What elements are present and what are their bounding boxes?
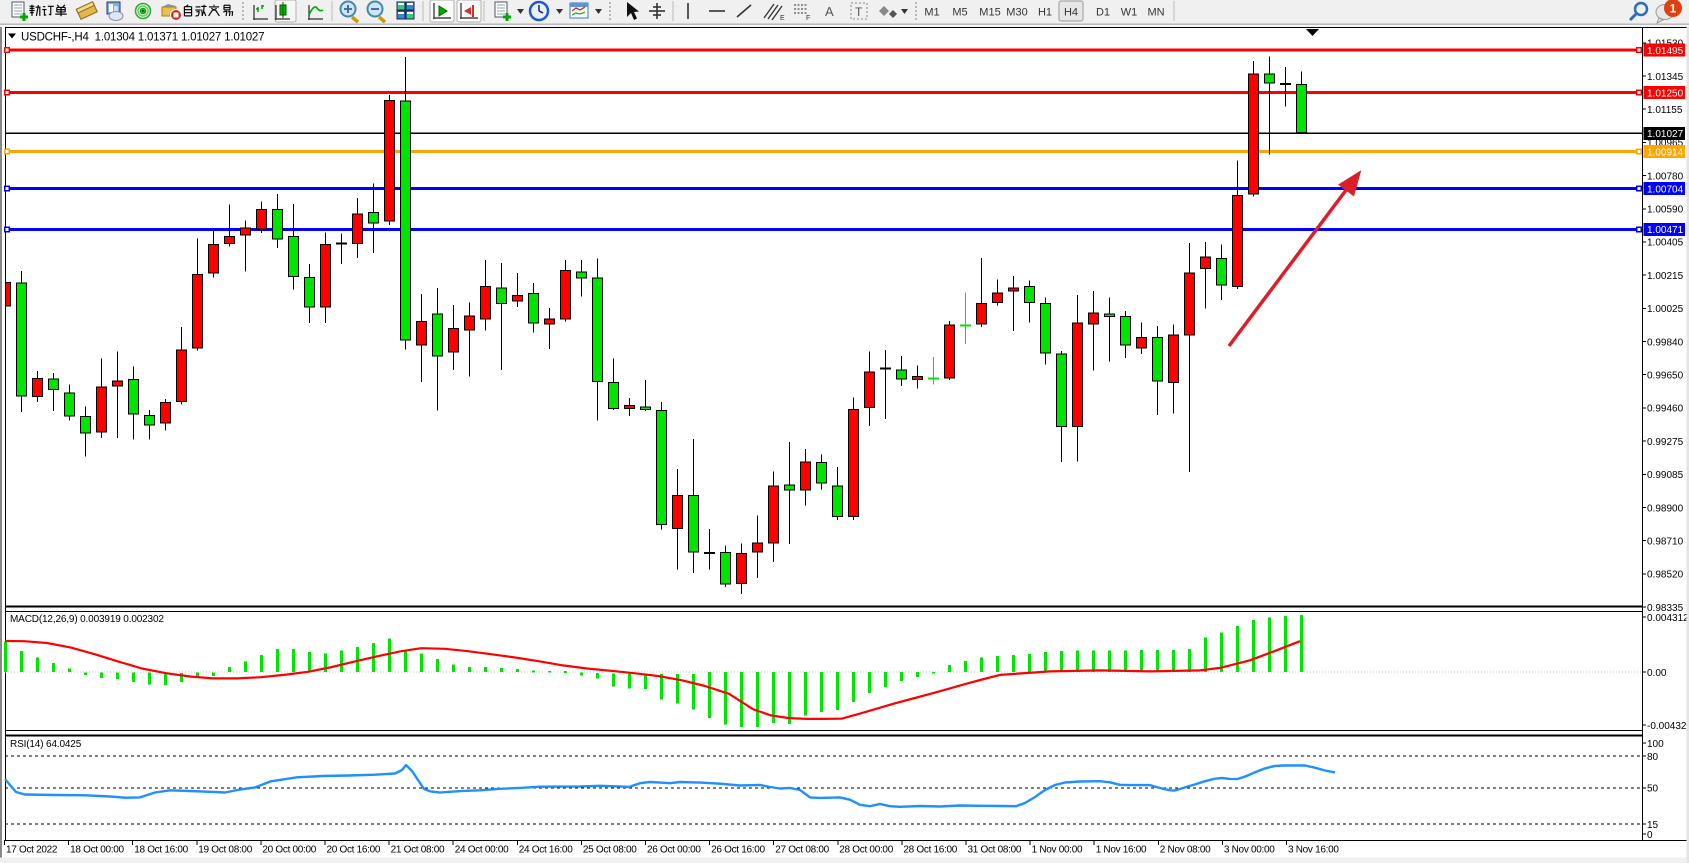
svg-text:80: 80 bbox=[1647, 752, 1659, 763]
svg-text:1.00590: 1.00590 bbox=[1647, 205, 1684, 216]
svg-text:MN: MN bbox=[1147, 7, 1164, 19]
svg-text:H1: H1 bbox=[1038, 7, 1052, 19]
svg-text:3 Nov 16:00: 3 Nov 16:00 bbox=[1288, 845, 1339, 856]
svg-text:100: 100 bbox=[1647, 739, 1664, 750]
svg-text:1.01495: 1.01495 bbox=[1647, 46, 1684, 57]
svg-text:0.98710: 0.98710 bbox=[1647, 536, 1684, 547]
svg-text:28 Oct 00:00: 28 Oct 00:00 bbox=[839, 845, 893, 856]
svg-text:27 Oct 08:00: 27 Oct 08:00 bbox=[775, 845, 829, 856]
svg-text:1.00780: 1.00780 bbox=[1647, 171, 1684, 182]
svg-text:31 Oct 08:00: 31 Oct 08:00 bbox=[968, 845, 1022, 856]
svg-text:17 Oct 2022: 17 Oct 2022 bbox=[6, 845, 58, 856]
svg-text:24 Oct 00:00: 24 Oct 00:00 bbox=[455, 845, 509, 856]
svg-text:1.01027: 1.01027 bbox=[1647, 129, 1684, 140]
svg-text:1 Nov 16:00: 1 Nov 16:00 bbox=[1096, 845, 1147, 856]
svg-text:T: T bbox=[855, 5, 863, 19]
svg-text:1.00215: 1.00215 bbox=[1647, 271, 1684, 282]
svg-text:RSI(14) 64.0425: RSI(14) 64.0425 bbox=[10, 739, 82, 750]
svg-text:1.01345: 1.01345 bbox=[1647, 72, 1684, 83]
svg-text:24 Oct 16:00: 24 Oct 16:00 bbox=[519, 845, 573, 856]
svg-text:E: E bbox=[780, 15, 785, 22]
svg-text:1.00471: 1.00471 bbox=[1647, 225, 1684, 236]
svg-text:1 Nov 00:00: 1 Nov 00:00 bbox=[1032, 845, 1083, 856]
svg-text:M30: M30 bbox=[1006, 7, 1027, 19]
svg-text:2 Nov 08:00: 2 Nov 08:00 bbox=[1160, 845, 1211, 856]
svg-text:USDCHF-,H4 1.01304 1.01371 1.: USDCHF-,H4 1.01304 1.01371 1.01027 1.010… bbox=[21, 32, 264, 44]
svg-text:M1: M1 bbox=[924, 7, 939, 19]
svg-text:0.98900: 0.98900 bbox=[1647, 503, 1684, 514]
svg-text:-0.004328: -0.004328 bbox=[1647, 721, 1689, 732]
svg-text:1: 1 bbox=[1670, 2, 1677, 16]
svg-text:D1: D1 bbox=[1096, 7, 1110, 19]
svg-text:0.00: 0.00 bbox=[1647, 668, 1667, 679]
svg-text:15: 15 bbox=[1647, 820, 1659, 831]
svg-text:26 Oct 16:00: 26 Oct 16:00 bbox=[711, 845, 765, 856]
svg-text:0.99650: 0.99650 bbox=[1647, 371, 1684, 382]
svg-text:18 Oct 16:00: 18 Oct 16:00 bbox=[134, 845, 188, 856]
svg-text:1.00704: 1.00704 bbox=[1647, 184, 1684, 195]
svg-text:21 Oct 08:00: 21 Oct 08:00 bbox=[391, 845, 445, 856]
svg-text:0.99460: 0.99460 bbox=[1647, 404, 1684, 415]
svg-text:25 Oct 08:00: 25 Oct 08:00 bbox=[583, 845, 637, 856]
svg-text:20 Oct 16:00: 20 Oct 16:00 bbox=[327, 845, 381, 856]
svg-text:0.98335: 0.98335 bbox=[1647, 603, 1684, 614]
svg-text:M5: M5 bbox=[952, 7, 967, 19]
svg-text:0.99085: 0.99085 bbox=[1647, 470, 1684, 481]
svg-text:F: F bbox=[806, 15, 810, 22]
svg-text:18 Oct 00:00: 18 Oct 00:00 bbox=[70, 845, 124, 856]
svg-text:MACD(12,26,9) 0.003919 0.00230: MACD(12,26,9) 0.003919 0.002302 bbox=[10, 614, 164, 625]
svg-text:1.00965: 1.00965 bbox=[1647, 138, 1684, 149]
svg-text:28 Oct 16:00: 28 Oct 16:00 bbox=[903, 845, 957, 856]
svg-text:1.01250: 1.01250 bbox=[1647, 88, 1684, 99]
svg-text:A: A bbox=[825, 4, 834, 19]
svg-text:0.98520: 0.98520 bbox=[1647, 570, 1684, 581]
svg-text:1.00914: 1.00914 bbox=[1647, 147, 1684, 158]
svg-text:0.004312: 0.004312 bbox=[1647, 613, 1689, 624]
svg-text:20 Oct 00:00: 20 Oct 00:00 bbox=[262, 845, 316, 856]
svg-text:0: 0 bbox=[1647, 830, 1653, 841]
svg-text:1.00025: 1.00025 bbox=[1647, 304, 1684, 315]
svg-text:1.01155: 1.01155 bbox=[1647, 105, 1683, 116]
svg-text:3 Nov 00:00: 3 Nov 00:00 bbox=[1224, 845, 1275, 856]
svg-text:M15: M15 bbox=[979, 7, 1000, 19]
svg-text:H4: H4 bbox=[1064, 7, 1078, 19]
svg-text:50: 50 bbox=[1647, 784, 1659, 795]
svg-text:26 Oct 00:00: 26 Oct 00:00 bbox=[647, 845, 701, 856]
svg-text:0.99840: 0.99840 bbox=[1647, 337, 1684, 348]
svg-text:19 Oct 08:00: 19 Oct 08:00 bbox=[198, 845, 252, 856]
svg-text:0.99275: 0.99275 bbox=[1647, 437, 1684, 448]
svg-text:1.00405: 1.00405 bbox=[1647, 238, 1684, 249]
svg-text:W1: W1 bbox=[1121, 7, 1138, 19]
